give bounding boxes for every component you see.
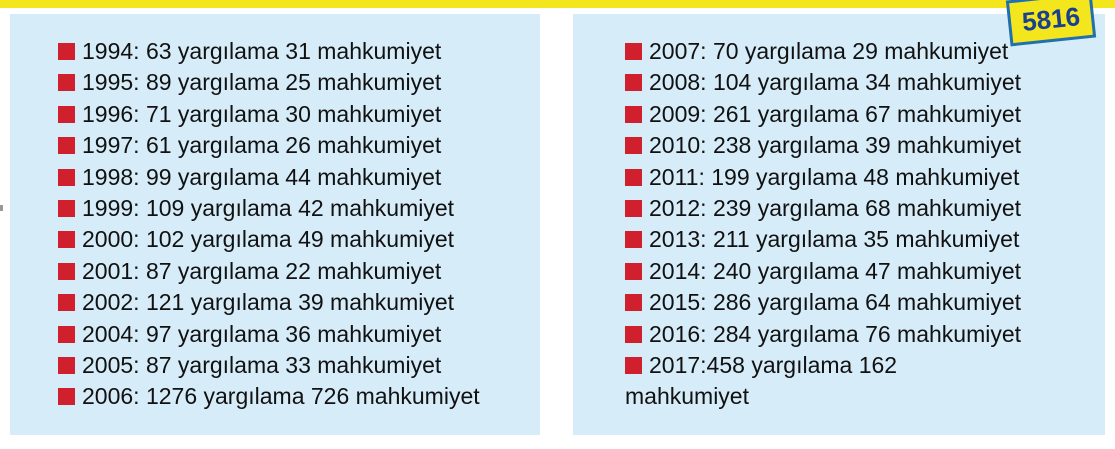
list-item: 2009: 261 yargılama 67 mahkumiyet (625, 99, 1021, 130)
list-item: 2013: 211 yargılama 35 mahkumiyet (625, 224, 1021, 255)
bullet (625, 137, 642, 155)
list-item: 2006: 1276 yargılama 726 mahkumiyet (58, 381, 480, 412)
edge-mark (0, 205, 3, 211)
bullet (625, 325, 642, 343)
bullet (58, 357, 75, 375)
list-item: 2017:458 yargılama 162 mahkumiyet (625, 350, 915, 413)
item-text: 2004: 97 yargılama 36 mahkumiyet (82, 320, 442, 347)
list-item: 2004: 97 yargılama 36 mahkumiyet (58, 319, 480, 350)
bullet (58, 43, 75, 60)
bullet (58, 137, 75, 155)
list-item: 1994: 63 yargılama 31 mahkumiyet (58, 36, 480, 67)
bullet (625, 74, 642, 92)
left-panel: 1994: 63 yargılama 31 mahkumiyet 1995: 89… (10, 14, 540, 435)
list-item: 1997: 61 yargılama 26 mahkumiyet (58, 130, 480, 161)
item-text: 2009: 261 yargılama 67 mahkumiyet (649, 100, 1022, 127)
list-item: 2007: 70 yargılama 29 mahkumiyet (625, 36, 1021, 67)
bullet (58, 262, 75, 280)
bullet (58, 200, 75, 218)
item-text: 2000: 102 yargılama 49 mahkumiyet (82, 226, 455, 253)
list-item: 2002: 121 yargılama 39 mahkumiyet (58, 287, 480, 318)
list-item: 1995: 89 yargılama 25 mahkumiyet (58, 67, 480, 98)
item-text: 2017:458 yargılama 162 mahkumiyet (625, 352, 898, 410)
item-text: 1999: 109 yargılama 42 mahkumiyet (82, 195, 455, 222)
bullet (58, 168, 75, 186)
bullet (58, 294, 75, 312)
item-text: 2015: 286 yargılama 64 mahkumiyet (649, 289, 1022, 316)
list-item: 1999: 109 yargılama 42 mahkumiyet (58, 193, 480, 224)
list-item: 2008: 104 yargılama 34 mahkumiyet (625, 67, 1021, 98)
item-text: 2002: 121 yargılama 39 mahkumiyet (82, 289, 455, 316)
item-text: 2013: 211 yargılama 35 mahkumiyet (649, 226, 1020, 253)
bullet (58, 325, 75, 343)
bullet (625, 168, 642, 186)
list-item: 1996: 71 yargılama 30 mahkumiyet (58, 99, 480, 130)
list-item: 2014: 240 yargılama 47 mahkumiyet (625, 256, 1021, 287)
item-text: 2012: 239 yargılama 68 mahkumiyet (649, 195, 1022, 222)
item-text: 1996: 71 yargılama 30 mahkumiyet (82, 100, 442, 127)
item-text: 2001: 87 yargılama 22 mahkumiyet (82, 257, 442, 284)
item-text: 2006: 1276 yargılama 726 mahkumiyet (82, 383, 480, 410)
item-text: 2005: 87 yargılama 33 mahkumiyet (82, 352, 442, 379)
bullet (625, 357, 642, 375)
item-text: 2016: 284 yargılama 76 mahkumiyet (649, 320, 1022, 347)
list-item: 2011: 199 yargılama 48 mahkumiyet (625, 162, 1021, 193)
list-item: 2005: 87 yargılama 33 mahkumiyet (58, 350, 480, 381)
item-text: 1994: 63 yargılama 31 mahkumiyet (82, 38, 442, 64)
list-item: 2001: 87 yargılama 22 mahkumiyet (58, 256, 480, 287)
item-text: 2008: 104 yargılama 34 mahkumiyet (649, 69, 1022, 96)
bullet (58, 105, 75, 123)
bullet (58, 74, 75, 92)
bullet (625, 262, 642, 280)
list-item: 2016: 284 yargılama 76 mahkumiyet (625, 319, 1021, 350)
list-item: 2000: 102 yargılama 49 mahkumiyet (58, 224, 480, 255)
list-item: 2015: 286 yargılama 64 mahkumiyet (625, 287, 1021, 318)
item-text: 1997: 61 yargılama 26 mahkumiyet (82, 132, 442, 159)
list-item: 1998: 99 yargılama 44 mahkumiyet (58, 162, 480, 193)
right-panel: 2007: 70 yargılama 29 mahkumiyet 2008: 10… (573, 14, 1105, 435)
item-text: 2007: 70 yargılama 29 mahkumiyet (649, 38, 1009, 64)
bullet (625, 200, 642, 218)
list-item: 2012: 239 yargılama 68 mahkumiyet (625, 193, 1021, 224)
item-text: 2010: 238 yargılama 39 mahkumiyet (649, 132, 1022, 159)
bullet (625, 231, 642, 249)
bullet (625, 43, 642, 60)
list-item: 2010: 238 yargılama 39 mahkumiyet (625, 130, 1021, 161)
item-text: 2014: 240 yargılama 47 mahkumiyet (649, 257, 1022, 284)
item-text: 1995: 89 yargılama 25 mahkumiyet (82, 69, 442, 96)
item-text: 1998: 99 yargılama 44 mahkumiyet (82, 163, 442, 190)
list: 2007: 70 yargılama 29 mahkumiyet 2008: 10… (625, 36, 1021, 413)
list: 1994: 63 yargılama 31 mahkumiyet 1995: 89… (58, 36, 480, 413)
banner (0, 0, 1115, 8)
bullet (625, 294, 642, 312)
bullet (625, 105, 642, 123)
bullet (58, 231, 75, 249)
item-text: 2011: 199 yargılama 48 mahkumiyet (649, 163, 1020, 190)
bullet (58, 388, 75, 406)
